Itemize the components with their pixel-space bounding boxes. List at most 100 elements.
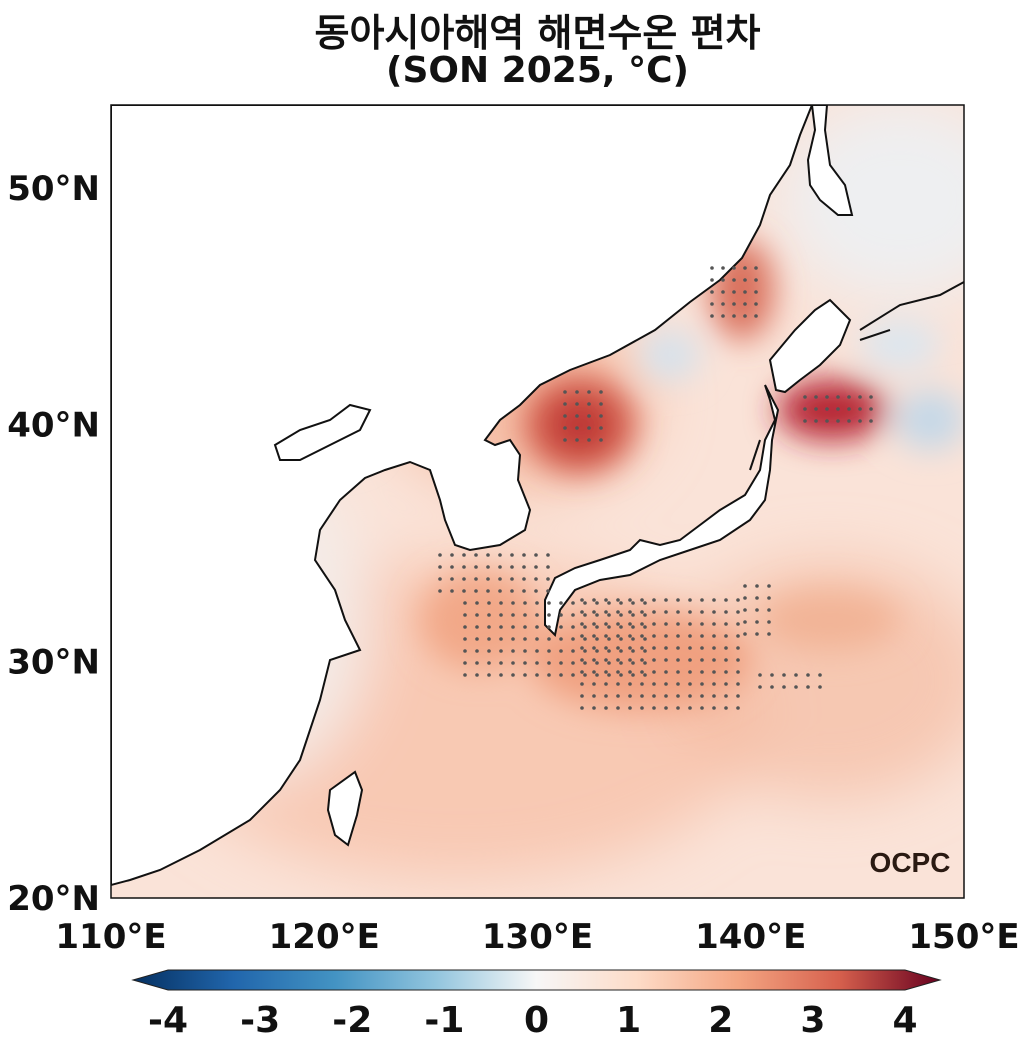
significance-dot bbox=[676, 670, 680, 674]
significance-dot bbox=[604, 670, 608, 674]
significance-dot bbox=[743, 302, 747, 306]
significance-dot bbox=[607, 613, 611, 617]
significance-dot bbox=[534, 577, 538, 581]
significance-dot bbox=[580, 634, 584, 638]
significance-dot bbox=[712, 658, 716, 662]
colorbar-label: -2 bbox=[332, 1000, 372, 1041]
land-masses bbox=[111, 105, 854, 887]
y-tick-label: 40°N bbox=[7, 406, 100, 446]
significance-dot bbox=[724, 646, 728, 650]
significance-dot bbox=[462, 577, 466, 581]
significance-dot bbox=[858, 419, 862, 423]
significance-dot bbox=[619, 649, 623, 653]
significance-dot bbox=[640, 598, 644, 602]
significance-dot bbox=[619, 661, 623, 665]
x-tick-label: 150°E bbox=[908, 917, 1019, 957]
significance-dot bbox=[736, 622, 740, 626]
significance-dot bbox=[463, 637, 467, 641]
significance-dot bbox=[869, 407, 873, 411]
significance-dot bbox=[643, 649, 647, 653]
colorbar-label: 1 bbox=[616, 1000, 641, 1041]
significance-stippling bbox=[438, 266, 873, 710]
significance-dot bbox=[736, 610, 740, 614]
significance-dot bbox=[595, 601, 599, 605]
significance-dot bbox=[724, 634, 728, 638]
significance-dot bbox=[580, 670, 584, 674]
significance-dot bbox=[758, 685, 762, 689]
significance-dot bbox=[767, 584, 771, 588]
y-tick-label: 50°N bbox=[7, 169, 100, 209]
significance-dot bbox=[559, 661, 563, 665]
significance-dot bbox=[559, 625, 563, 629]
significance-dot bbox=[523, 661, 527, 665]
significance-dot bbox=[724, 622, 728, 626]
significance-dot bbox=[450, 553, 454, 557]
significance-dot bbox=[712, 706, 716, 710]
significance-dot bbox=[736, 646, 740, 650]
significance-dot bbox=[664, 598, 668, 602]
significance-dot bbox=[736, 670, 740, 674]
significance-dot bbox=[754, 290, 758, 294]
ocpc-watermark: OCPC bbox=[870, 847, 951, 878]
significance-dot bbox=[571, 637, 575, 641]
significance-dot bbox=[474, 565, 478, 569]
significance-dot bbox=[619, 625, 623, 629]
significance-dot bbox=[587, 414, 591, 418]
significance-dot bbox=[688, 646, 692, 650]
significance-dot bbox=[575, 390, 579, 394]
significance-dot bbox=[688, 694, 692, 698]
significance-dot bbox=[712, 670, 716, 674]
significance-dot bbox=[580, 646, 584, 650]
significance-dot bbox=[580, 622, 584, 626]
significance-dot bbox=[814, 419, 818, 423]
significance-dot bbox=[616, 610, 620, 614]
significance-dot bbox=[563, 426, 567, 430]
significance-dot bbox=[499, 637, 503, 641]
significance-dot bbox=[700, 658, 704, 662]
significance-dot bbox=[616, 622, 620, 626]
significance-dot bbox=[806, 673, 810, 677]
significance-dot bbox=[676, 622, 680, 626]
significance-dot bbox=[847, 395, 851, 399]
significance-dot bbox=[511, 673, 515, 677]
significance-dot bbox=[546, 577, 550, 581]
significance-dot bbox=[724, 706, 728, 710]
significance-dot bbox=[743, 620, 747, 624]
significance-dot bbox=[825, 407, 829, 411]
significance-dot bbox=[487, 601, 491, 605]
significance-dot bbox=[755, 584, 759, 588]
significance-dot bbox=[523, 649, 527, 653]
significance-dot bbox=[487, 649, 491, 653]
significance-dot bbox=[547, 661, 551, 665]
significance-dot bbox=[595, 661, 599, 665]
significance-dot bbox=[643, 601, 647, 605]
significance-dot bbox=[604, 658, 608, 662]
significance-dot bbox=[858, 407, 862, 411]
significance-dot bbox=[743, 278, 747, 282]
significance-dot bbox=[688, 670, 692, 674]
significance-dot bbox=[758, 673, 762, 677]
significance-dot bbox=[755, 632, 759, 636]
significance-dot bbox=[438, 589, 442, 593]
significance-dot bbox=[640, 610, 644, 614]
significance-dot bbox=[522, 565, 526, 569]
significance-dot bbox=[710, 266, 714, 270]
significance-dot bbox=[628, 634, 632, 638]
significance-dot bbox=[563, 402, 567, 406]
significance-dot bbox=[724, 694, 728, 698]
significance-dot bbox=[652, 622, 656, 626]
significance-dot bbox=[595, 613, 599, 617]
significance-dot bbox=[736, 658, 740, 662]
significance-dot bbox=[700, 598, 704, 602]
significance-dot bbox=[498, 589, 502, 593]
significance-dot bbox=[664, 670, 668, 674]
significance-dot bbox=[571, 613, 575, 617]
significance-dot bbox=[782, 685, 786, 689]
significance-dot bbox=[712, 646, 716, 650]
significance-dot bbox=[721, 314, 725, 318]
significance-dot bbox=[474, 589, 478, 593]
colorbar-label: 4 bbox=[892, 1000, 917, 1041]
significance-dot bbox=[652, 610, 656, 614]
significance-dot bbox=[628, 694, 632, 698]
significance-dot bbox=[652, 706, 656, 710]
